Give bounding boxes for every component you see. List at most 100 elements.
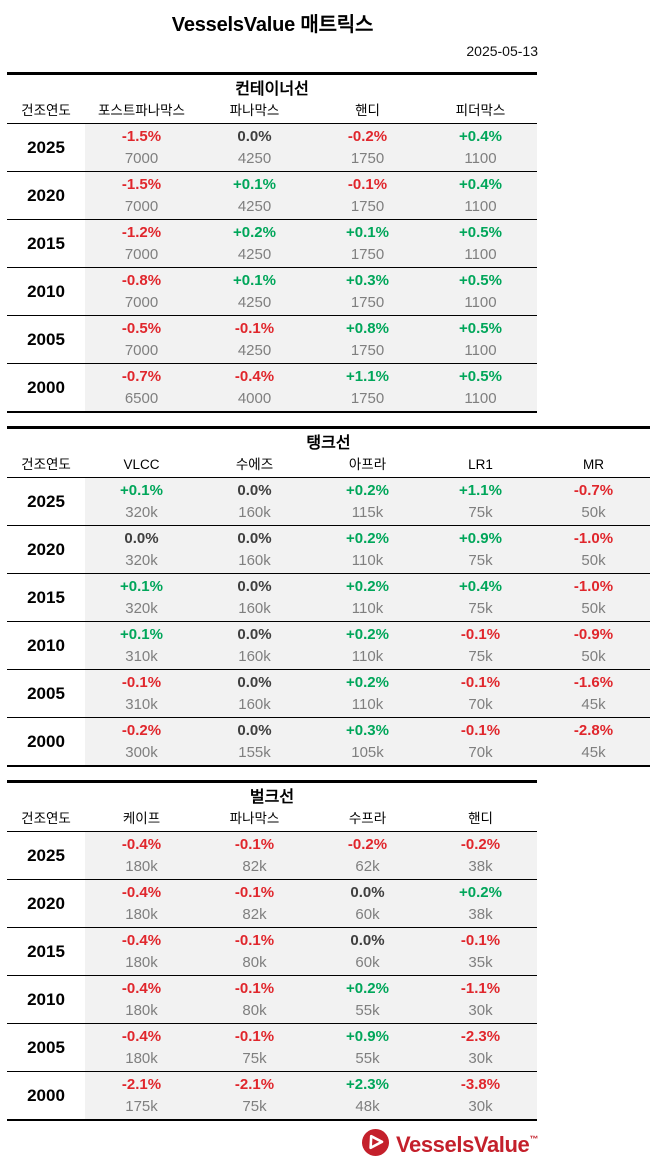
pct-change: 0.0% <box>124 530 159 547</box>
pct-change: -1.6% <box>573 674 614 691</box>
pct-change: +0.1% <box>120 482 163 499</box>
pct-change: -1.1% <box>460 980 501 997</box>
data-cell: -1.6% 45k <box>537 670 650 717</box>
asset-value: 82k <box>242 906 267 923</box>
pct-change: -0.4% <box>234 368 275 385</box>
pct-change: 0.0% <box>237 626 272 643</box>
pct-change: -0.1% <box>234 1028 275 1045</box>
pct-change: +0.3% <box>346 722 389 739</box>
data-cell: -0.1% 82k <box>198 880 311 927</box>
row-cells: 0.0% 320k 0.0% 160k +0.2% 110k +0.9% 75k -1.0% 50… <box>85 526 650 573</box>
asset-value: 1100 <box>464 294 497 311</box>
table-row: 2000 -2.1% 175k -2.1% 75k +2.3% 48k -3.8% 30k <box>7 1071 537 1119</box>
row-year: 2025 <box>7 832 85 879</box>
asset-value: 175k <box>125 1098 158 1115</box>
pct-change: -0.1% <box>234 932 275 949</box>
column-header: 파나막스 <box>229 103 280 118</box>
table-row: 2020 -1.5% 7000 +0.1% 4250 -0.1% 1750 +0.4% 1100 <box>7 171 537 219</box>
asset-value: 48k <box>355 1098 380 1115</box>
row-cells: +0.1% 320k 0.0% 160k +0.2% 110k +0.4% 75k -1.0% 5… <box>85 574 650 621</box>
data-cell: +0.9% 75k <box>424 526 537 573</box>
asset-value: 50k <box>581 600 606 617</box>
data-cell: -2.3% 30k <box>424 1024 537 1071</box>
pct-change: -0.4% <box>121 980 162 997</box>
asset-value: 7000 <box>124 294 159 311</box>
asset-value: 75k <box>242 1050 267 1067</box>
pct-change: -0.5% <box>121 320 162 337</box>
row-cells: -0.5% 7000 -0.1% 4250 +0.8% 1750 +0.5% 1100 <box>85 316 537 363</box>
asset-value: 80k <box>242 1002 267 1019</box>
row-cells: -0.7% 6500 -0.4% 4000 +1.1% 1750 +0.5% 1100 <box>85 364 537 411</box>
data-cell: +0.4% 1100 <box>424 172 537 219</box>
data-cell: -0.7% 6500 <box>85 364 198 411</box>
table-row: 2005 -0.5% 7000 -0.1% 4250 +0.8% 1750 +0.5% 1100 <box>7 315 537 363</box>
table-row: 2000 -0.7% 6500 -0.4% 4000 +1.1% 1750 +0.5% 1100 <box>7 363 537 411</box>
asset-value: 320k <box>125 504 158 521</box>
asset-value: 35k <box>468 954 493 971</box>
pct-change: 0.0% <box>237 674 272 691</box>
pct-change: +0.2% <box>346 674 389 691</box>
pct-change: +0.8% <box>346 320 389 337</box>
pct-change: -2.8% <box>573 722 614 739</box>
row-year: 2020 <box>7 172 85 219</box>
column-header: 포스트파나막스 <box>98 103 185 118</box>
asset-value: 4250 <box>237 198 272 215</box>
asset-value: 55k <box>355 1050 380 1067</box>
row-year: 2005 <box>7 316 85 363</box>
column-header: 수프라 <box>348 811 387 826</box>
data-cell: 0.0% 320k <box>85 526 198 573</box>
data-cell: +0.9% 55k <box>311 1024 424 1071</box>
tables-root: 컨테이너선 건조연도 포스트파나막스 파나막스 핸디 피더막스 2025 -1.5% 7000 0… <box>7 72 650 1121</box>
row-year: 2010 <box>7 268 85 315</box>
pct-change: -0.1% <box>347 176 388 193</box>
pct-change: +0.1% <box>120 578 163 595</box>
table-row: 2025 -1.5% 7000 0.0% 4250 -0.2% 1750 +0.4% 1100 <box>7 124 537 171</box>
pct-change: +0.5% <box>459 224 502 241</box>
row-year: 2005 <box>7 1024 85 1071</box>
asset-value: 155k <box>238 744 271 761</box>
data-cell: -0.1% 70k <box>424 718 537 765</box>
vesselsvalue-logo-icon <box>361 1128 389 1156</box>
vesselsvalue-logo-text: VesselsValue™ <box>396 1126 538 1158</box>
data-cell: 0.0% 160k <box>198 574 311 621</box>
table-row: 2020 -0.4% 180k -0.1% 82k 0.0% 60k +0.2% 38k <box>7 879 537 927</box>
pct-change: +0.2% <box>233 224 276 241</box>
data-cell: +0.2% 55k <box>311 976 424 1023</box>
pct-change: -1.5% <box>121 128 162 145</box>
data-cell: -0.1% 80k <box>198 928 311 975</box>
data-cell: +0.5% 1100 <box>424 364 537 411</box>
asset-value: 70k <box>468 696 493 713</box>
asset-value: 4250 <box>237 294 272 311</box>
asset-value: 115k <box>351 504 384 521</box>
year-column-header: 건조연도 <box>21 811 71 826</box>
asset-value: 1750 <box>350 150 385 167</box>
asset-value: 1100 <box>464 342 497 359</box>
data-cell: -0.8% 7000 <box>85 268 198 315</box>
asset-value: 160k <box>238 552 271 569</box>
trademark-symbol: ™ <box>529 1134 538 1144</box>
pct-change: +0.3% <box>346 272 389 289</box>
row-cells: -0.4% 180k -0.1% 75k +0.9% 55k -2.3% 30k <box>85 1024 537 1071</box>
row-cells: -2.1% 175k -2.1% 75k +2.3% 48k -3.8% 30k <box>85 1072 537 1119</box>
row-year: 2015 <box>7 928 85 975</box>
asset-value: 1100 <box>464 246 497 263</box>
vessel-table-2: 벌크선 건조연도 케이프 파나막스 수프라 핸디 2025 -0.4% 180k -0.1% 82k… <box>7 780 537 1121</box>
asset-value: 55k <box>355 1002 380 1019</box>
table-row: 2020 0.0% 320k 0.0% 160k +0.2% 110k +0.9% 75k -1.… <box>7 525 650 573</box>
data-cell: -2.8% 45k <box>537 718 650 765</box>
data-cell: +0.2% 110k <box>311 622 424 669</box>
row-cells: -0.4% 180k -0.1% 82k -0.2% 62k -0.2% 38k <box>85 832 537 879</box>
data-cell: -0.2% 1750 <box>311 124 424 171</box>
table-row: 2015 -0.4% 180k -0.1% 80k 0.0% 60k -0.1% 35k <box>7 927 537 975</box>
row-cells: -1.5% 7000 +0.1% 4250 -0.1% 1750 +0.4% 1100 <box>85 172 537 219</box>
data-cell: -0.4% 4000 <box>198 364 311 411</box>
data-cell: -0.4% 180k <box>85 880 198 927</box>
asset-value: 180k <box>125 954 158 971</box>
table-row: 2015 -1.2% 7000 +0.2% 4250 +0.1% 1750 +0.5% 1100 <box>7 219 537 267</box>
asset-value: 60k <box>355 906 380 923</box>
pct-change: -1.0% <box>573 530 614 547</box>
vessel-table-0: 컨테이너선 건조연도 포스트파나막스 파나막스 핸디 피더막스 2025 -1.5% 7000 0… <box>7 72 537 413</box>
column-header: 수에즈 <box>235 457 274 472</box>
data-cell: -1.5% 7000 <box>85 172 198 219</box>
asset-value: 1100 <box>464 390 497 407</box>
